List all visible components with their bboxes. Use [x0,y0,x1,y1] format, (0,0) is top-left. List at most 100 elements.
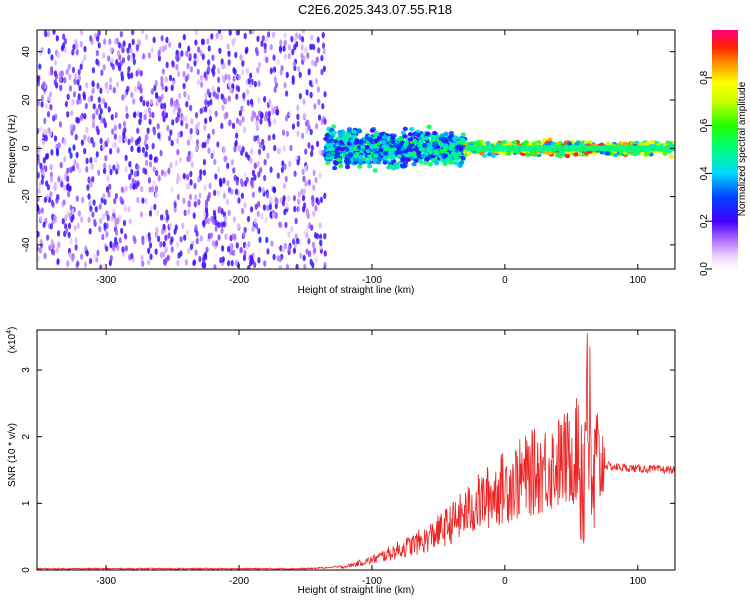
heatmap-cell [257,80,261,87]
heatmap-cell [203,124,207,132]
heatmap-cell [76,222,80,230]
heatmap-cell [270,240,274,247]
heatmap-cell [234,259,238,267]
heatmap-cell [211,128,215,135]
heatmap-cell [127,73,131,80]
heatmap-cell [113,133,117,140]
heatmap-cell [177,92,182,100]
heatmap-cell [103,38,107,45]
heatmap-cell [115,81,120,88]
heatmap-cell [145,143,149,151]
heatmap-cell [120,186,124,193]
heatmap-cell [82,94,87,101]
heatmap-cell [212,209,217,217]
heatmap-cell [234,188,239,195]
heatmap-cell [250,148,254,155]
heatmap-cell [86,184,90,191]
heatmap-cell [135,45,139,52]
heatmap-cell [323,250,327,257]
heatmap-cell [121,94,125,101]
heatmap-cell [267,31,271,38]
heatmap-cell [232,167,236,174]
heatmap-cell [95,108,99,115]
heatmap-cell [259,118,263,125]
heatmap-cell [202,256,206,263]
heatmap-cell [448,133,454,139]
heatmap-cell [139,211,144,218]
heatmap-cell [325,160,331,166]
heatmap-cell [185,50,189,57]
heatmap-cell [288,160,292,167]
heatmap-cell [58,76,62,84]
heatmap-cell [220,227,224,234]
snr-panel: -300 -200 -100 0 100 0 1 2 3 Height of straight… [6,327,676,596]
heatmap-cell [547,150,554,155]
heatmap-cell [94,205,98,213]
heatmap-cell [283,208,287,216]
heatmap-cell [155,209,160,217]
heatmap-cell [326,152,332,157]
heatmap-cell [119,196,123,203]
heatmap-cell [85,82,89,89]
heatmap-cell [154,185,159,192]
heatmap-cell [274,211,278,219]
heatmap-cell [267,134,271,142]
heatmap-cell [139,111,143,119]
heatmap-cell [144,108,148,116]
heatmap-cell [197,46,201,53]
heatmap-cell [207,45,211,52]
heatmap-cell [321,103,325,110]
heatmap-cell [178,156,183,164]
heatmap-cell [278,221,282,228]
heatmap-cell [283,242,287,250]
heatmap-cell [317,47,321,54]
heatmap-cell [213,264,217,269]
snr-y-multiplier-open: (x10 [7,333,18,353]
heatmap-cell [66,167,70,174]
heatmap-cell [194,39,198,46]
heatmap-cell [271,212,276,219]
heatmap-cell [163,102,167,110]
heatmap-cell [219,34,224,41]
heatmap-cell [146,100,150,108]
spectrogram-x-axis-label: Height of straight line (km) [298,285,415,296]
heatmap-cell [313,232,318,239]
heatmap-cell [315,197,319,204]
heatmap-cell [151,185,155,193]
heatmap-cell [139,96,143,103]
heatmap-cell [455,145,461,150]
heatmap-cell [411,162,417,167]
heatmap-cell [77,68,81,76]
heatmap-cell [211,67,215,74]
heatmap-cell [161,110,165,118]
heatmap-cell [87,177,91,184]
heatmap-cell [456,151,462,157]
heatmap-cell [41,139,45,147]
heatmap-cell [64,214,68,222]
heatmap-cell [357,164,363,169]
heatmap-cell [160,102,164,110]
heatmap-cell [314,205,318,212]
heatmap-cell [199,50,203,57]
colorbar-tick-label: 0.8 [699,70,710,84]
heatmap-cell [104,140,108,147]
heatmap-cell [443,131,449,136]
spectrogram-x-tick-label: -200 [229,275,249,286]
heatmap-cell [324,133,331,138]
heatmap-cell [144,33,149,41]
heatmap-cell [423,160,429,166]
heatmap-cell [272,186,276,193]
heatmap-cell [131,38,135,46]
heatmap-cell [114,229,119,236]
heatmap-cell [237,222,241,230]
heatmap-cell [53,135,58,142]
heatmap-cell [175,241,179,249]
heatmap-cell [312,43,316,51]
heatmap-cell [68,73,72,81]
heatmap-cell [168,74,173,82]
snr-y-tick-label: 1 [21,500,32,506]
heatmap-cell [68,85,73,92]
heatmap-cell [116,147,120,154]
heatmap-cell [57,176,61,183]
heatmap-cell [268,99,272,106]
